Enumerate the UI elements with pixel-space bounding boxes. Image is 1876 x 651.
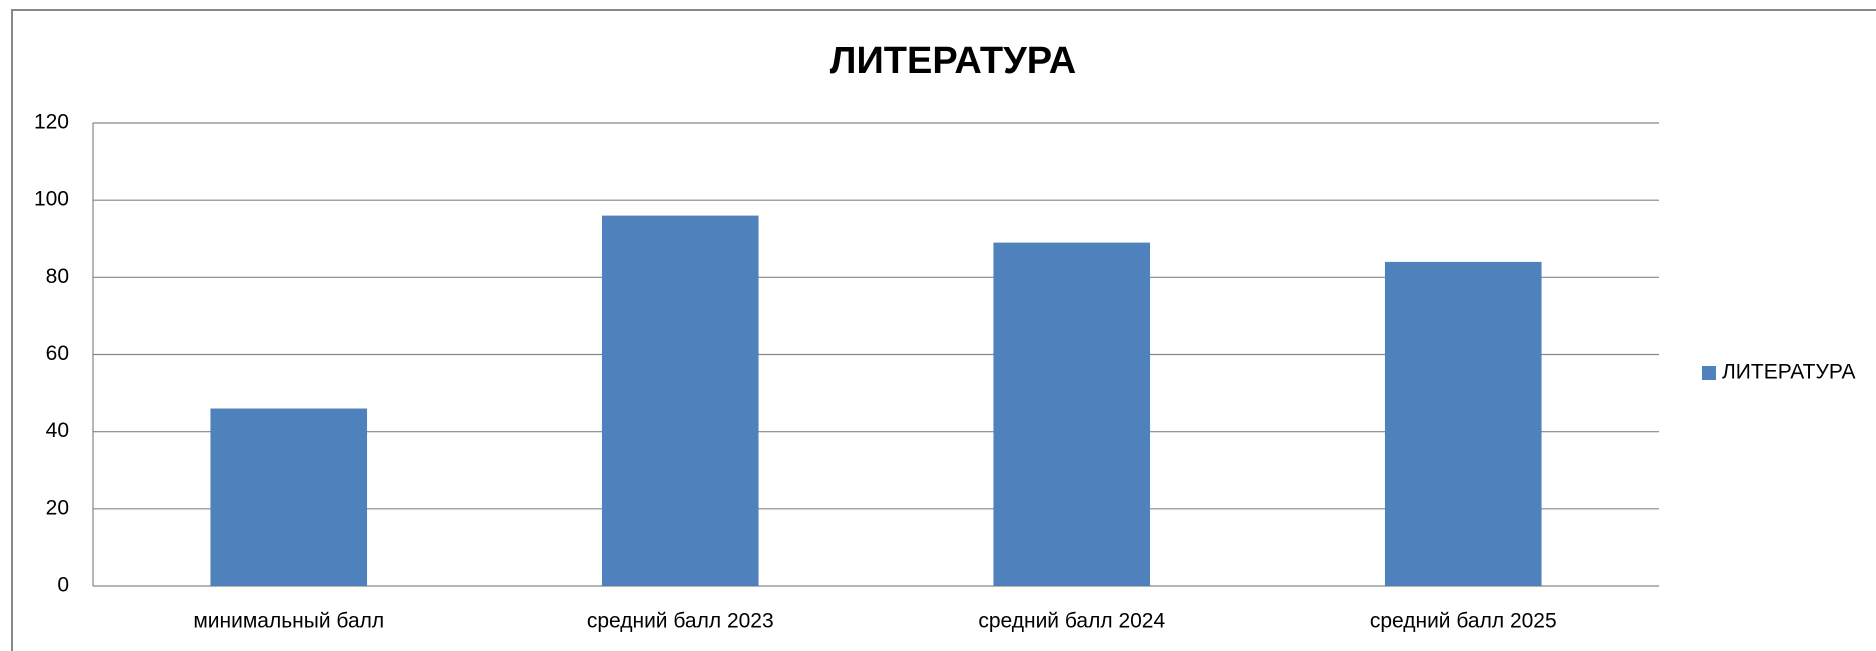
y-tick-label: 60 bbox=[46, 342, 69, 365]
bar bbox=[601, 215, 759, 586]
y-tick-label: 100 bbox=[34, 188, 69, 211]
bar bbox=[993, 242, 1151, 586]
bar bbox=[1384, 261, 1542, 586]
x-tick-label: средний балл 2023 bbox=[587, 610, 774, 633]
legend-swatch bbox=[1702, 366, 1716, 380]
legend-label: ЛИТЕРАТУРА bbox=[1722, 361, 1855, 384]
chart-title: ЛИТЕРАТУРА bbox=[830, 40, 1076, 82]
y-tick-label: 80 bbox=[46, 265, 69, 288]
x-tick-label: средний балл 2025 bbox=[1370, 610, 1557, 633]
y-tick-label: 0 bbox=[57, 574, 69, 597]
y-tick-label: 20 bbox=[46, 496, 69, 519]
bar bbox=[210, 408, 368, 586]
y-tick-label: 40 bbox=[46, 419, 69, 442]
x-tick-label: средний балл 2024 bbox=[978, 610, 1165, 633]
y-tick-label: 120 bbox=[34, 111, 69, 134]
x-tick-label: минимальный балл bbox=[193, 610, 384, 633]
